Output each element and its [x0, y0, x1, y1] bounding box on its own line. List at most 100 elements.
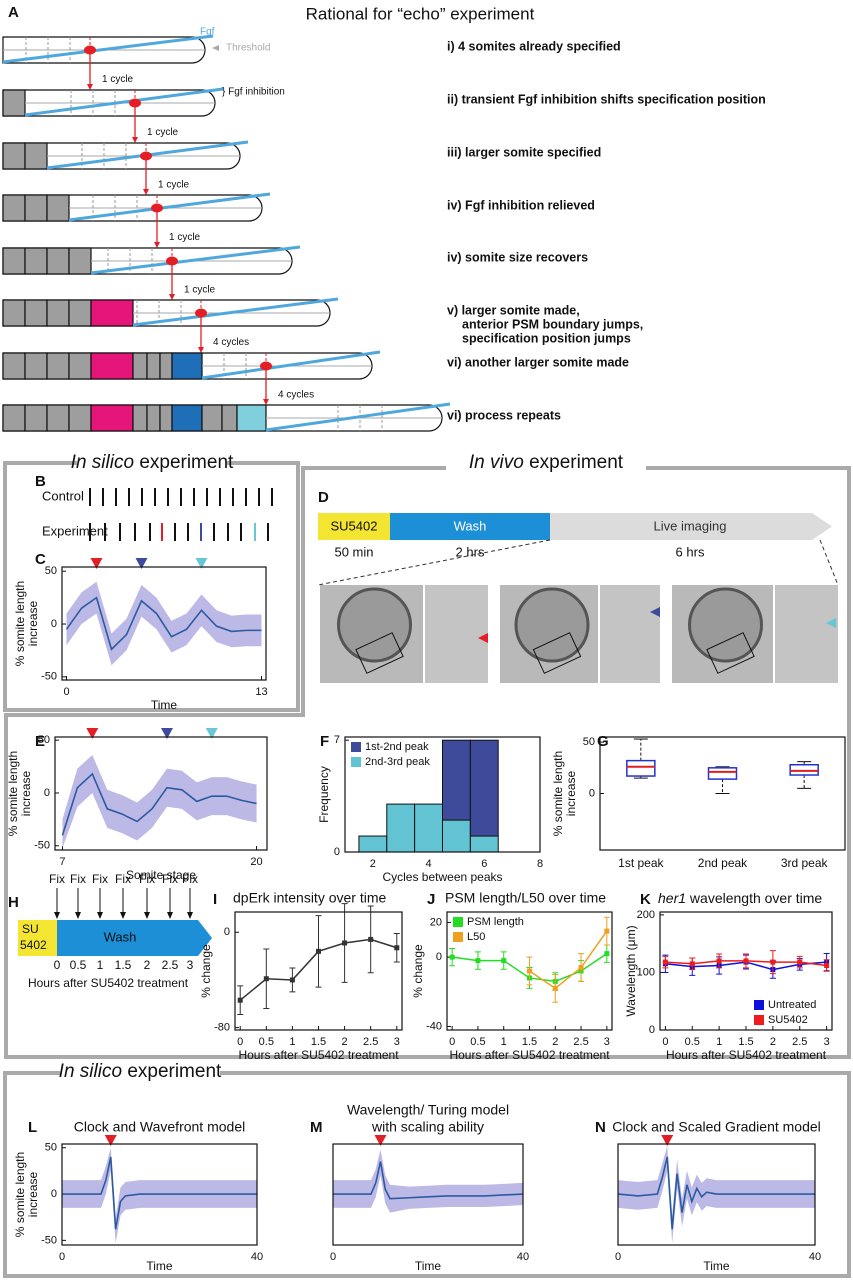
spec-dot — [84, 45, 96, 55]
plot-frame — [446, 911, 613, 1031]
fix-arrowhead — [144, 912, 150, 919]
band — [66, 581, 262, 666]
peak-marker — [160, 728, 173, 739]
x-tick-label: 1st peak — [618, 856, 664, 870]
experiment-label: Experiment — [42, 523, 108, 538]
row-label: iv) somite size recovers — [447, 250, 588, 264]
x-axis-label: Time — [151, 698, 178, 712]
point — [770, 959, 776, 965]
step-label: 1 cycle — [147, 127, 179, 138]
spec-dot — [129, 98, 141, 108]
somite — [2, 299, 26, 327]
somite — [2, 352, 26, 380]
spec-dot — [166, 256, 178, 266]
legend-label: L50 — [467, 931, 485, 943]
peak-marker — [104, 1135, 117, 1146]
somite — [2, 89, 26, 117]
somite — [68, 352, 92, 380]
fgf-gradient — [265, 402, 451, 432]
x-tick-label: 7 — [59, 856, 65, 868]
point — [552, 985, 558, 991]
somite — [46, 404, 70, 432]
panel-letter: I — [213, 891, 217, 908]
band — [333, 1149, 523, 1213]
header-italic: In silico — [59, 1061, 122, 1082]
time-label: 2 — [144, 958, 151, 972]
somite — [2, 247, 26, 275]
x-tick-label: 2.5 — [363, 1036, 378, 1048]
row-label: vi) process repeats — [447, 408, 561, 422]
x-tick-label: 40 — [517, 1251, 529, 1263]
header-italic: In silico — [71, 452, 134, 473]
fix-label: Fix — [70, 872, 86, 886]
point — [689, 961, 695, 967]
x-tick-label: 2.5 — [573, 1036, 588, 1048]
step-label: 4 cycles — [278, 390, 314, 401]
x-axis-label: Time — [415, 1259, 442, 1273]
somite — [2, 194, 26, 222]
embryo-image — [688, 587, 763, 663]
y-tick-label: -50 — [41, 671, 57, 683]
point — [743, 958, 749, 964]
control-label: Control — [42, 488, 84, 503]
x-tick-label: 2.5 — [792, 1036, 807, 1048]
legend-label: Untreated — [768, 999, 816, 1011]
chart-title: dpErk intensity over time — [233, 890, 386, 906]
stage-duration: 2 hrs — [456, 544, 485, 559]
somite — [24, 299, 48, 327]
threshold-arrow — [212, 45, 219, 51]
y-tick-label: 50 — [38, 734, 50, 746]
legend-swatch — [754, 1015, 764, 1025]
fix-label: Fix — [139, 872, 155, 886]
y-tick-label: 0 — [589, 787, 595, 799]
x-tick-label: 0 — [59, 1251, 65, 1263]
x-tick-label: 1.5 — [311, 1036, 326, 1048]
x-tick-label: 2 — [342, 1036, 348, 1048]
title-italic: her1 — [658, 890, 686, 906]
spec-dot — [260, 361, 272, 371]
somite — [159, 352, 173, 380]
bar — [442, 739, 471, 821]
point — [797, 959, 803, 965]
roi-box — [355, 632, 404, 674]
section-header: In silico experiment — [71, 452, 234, 473]
y-axis-label: % somite length — [13, 581, 27, 666]
spec-dot — [140, 151, 152, 161]
y-axis-label: increase — [26, 600, 40, 646]
x-tick-label: 6 — [481, 858, 487, 870]
plot-frame — [344, 736, 541, 853]
x-tick-label: 1 — [716, 1036, 722, 1048]
y-axis-label: Frequency — [317, 766, 331, 823]
x-tick-label: 3rd peak — [781, 856, 829, 870]
roi-box — [706, 632, 755, 674]
row-label: iv) Fgf inhibition relieved — [447, 198, 595, 212]
fix-label: Fix — [49, 872, 65, 886]
spec-dot — [151, 203, 163, 213]
panel-letter: E — [35, 733, 45, 750]
y-axis-label: increase — [26, 1171, 40, 1217]
stage-label: Live imaging — [654, 518, 727, 533]
point — [316, 948, 321, 954]
fix-arrowhead — [120, 912, 126, 919]
somite — [2, 142, 26, 170]
y-tick-label: 0 — [44, 787, 50, 799]
x-tick-label: 0 — [63, 686, 69, 698]
point — [527, 968, 532, 974]
y-tick-label: 0 — [51, 1188, 57, 1200]
point — [716, 958, 722, 964]
zoom-arrow — [478, 633, 488, 643]
somite — [68, 404, 92, 432]
y-tick-label: 20 — [430, 916, 442, 928]
step-label: 1 cycle — [184, 285, 216, 296]
somite — [146, 404, 161, 432]
panel-letter: C — [35, 551, 46, 568]
row-label: anterior PSM boundary jumps, — [462, 317, 643, 331]
in-silico-frame — [3, 1071, 851, 1278]
box — [626, 759, 656, 777]
x-tick-label: 4 — [426, 858, 432, 870]
line — [333, 1161, 524, 1200]
point — [662, 959, 668, 965]
y-axis-label: % somite length — [13, 1152, 27, 1237]
point — [449, 954, 455, 960]
x-tick-label: 0.5 — [259, 1036, 274, 1048]
